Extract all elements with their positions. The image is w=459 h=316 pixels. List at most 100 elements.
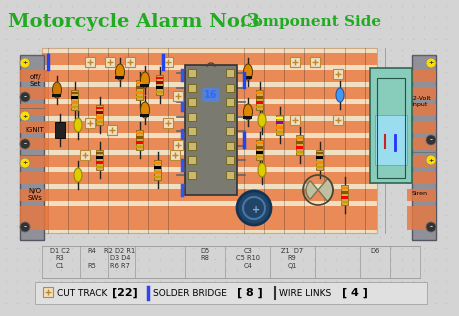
Bar [411,55,435,240]
Bar [256,151,263,154]
Bar [406,189,435,201]
Bar [20,104,49,116]
Bar [276,117,283,119]
Bar [136,80,143,100]
Text: +: + [427,60,433,65]
Bar [256,101,263,104]
Ellipse shape [52,82,62,98]
Circle shape [236,191,270,225]
Bar [316,161,323,164]
Bar [136,146,143,148]
Bar [80,150,90,160]
Bar [115,76,124,79]
Bar [256,106,263,108]
Bar [406,70,435,82]
Bar [136,130,143,150]
Ellipse shape [335,88,343,102]
Ellipse shape [243,104,252,120]
Text: 12-Volt
Input: 12-Volt Input [409,96,430,107]
Bar [341,201,348,203]
Bar [20,121,49,133]
Ellipse shape [140,102,149,118]
Bar [188,98,196,106]
Circle shape [425,135,435,145]
Bar [42,206,376,218]
Bar [136,141,143,143]
Bar [276,126,283,129]
Bar [96,161,103,164]
Bar [173,140,183,150]
Circle shape [20,58,30,68]
Bar [42,138,376,150]
Bar [316,166,323,168]
Bar [296,135,303,155]
Bar [42,189,376,201]
Text: off/
Set: off/ Set [29,74,41,87]
Bar [156,86,163,88]
Bar [406,172,435,184]
Bar [173,91,183,101]
Bar [85,57,95,67]
Bar [256,140,263,160]
Bar [71,92,78,94]
Bar [156,82,163,84]
Text: -: - [429,222,431,232]
Text: C3
C5 R10
C4: C3 C5 R10 C4 [235,248,259,269]
Text: 16: 16 [204,90,217,100]
Bar [52,94,62,97]
Bar [188,142,196,149]
Bar [140,114,149,117]
Bar [188,127,196,135]
Bar [243,76,252,79]
Bar [406,104,435,116]
Bar [154,162,161,164]
Circle shape [20,139,30,149]
Bar [256,90,263,110]
Ellipse shape [140,72,149,88]
Bar [406,218,435,230]
Bar [136,91,143,94]
Bar [406,206,435,218]
Text: [22]: [22] [112,288,137,298]
Text: [ 8 ]: [ 8 ] [236,288,262,298]
Text: Motorcycle Alarm No.3: Motorcycle Alarm No.3 [8,13,259,31]
Bar [188,171,196,179]
Bar [156,75,163,95]
Text: +: + [427,157,433,162]
Circle shape [425,222,435,232]
Ellipse shape [74,168,82,182]
Bar [225,127,234,135]
Bar [96,121,103,123]
Bar [225,69,234,77]
Text: IGNIT: IGNIT [26,127,45,133]
Text: Component Side: Component Side [230,15,381,29]
Bar [71,106,78,108]
Bar [256,156,263,158]
Bar [154,160,161,180]
Text: +: + [22,113,28,118]
Bar [289,57,299,67]
Bar [243,116,252,119]
Bar [276,115,283,135]
Bar [136,87,143,89]
Bar [42,53,376,65]
Bar [42,87,376,99]
Bar [276,131,283,133]
Bar [341,185,348,205]
Ellipse shape [243,64,252,80]
Bar [96,107,103,109]
Bar [225,98,234,106]
Bar [225,142,234,149]
Bar [185,65,236,195]
Bar [406,138,435,150]
Bar [136,82,143,84]
Circle shape [20,158,30,168]
Bar [369,68,411,183]
Text: -: - [23,222,27,232]
Bar [42,172,376,184]
Text: WIRE LINKS: WIRE LINKS [279,289,330,297]
Bar [20,218,49,230]
Bar [154,176,161,178]
Bar [225,156,234,164]
Bar [20,87,49,99]
